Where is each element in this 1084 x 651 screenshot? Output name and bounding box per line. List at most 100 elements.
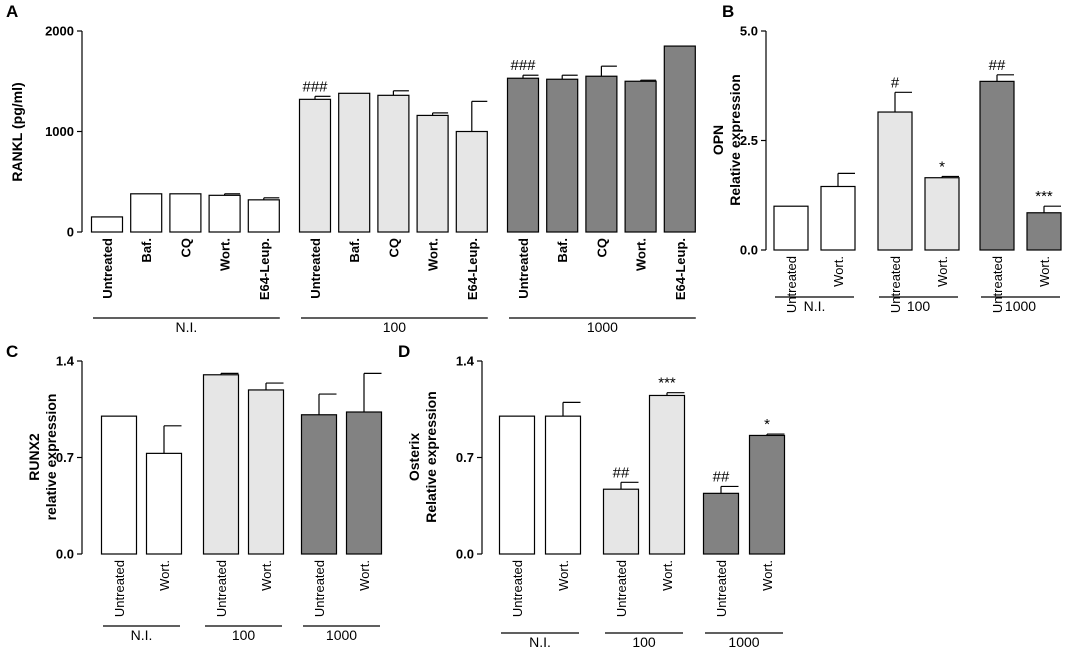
panel-b-category-label: Untreated bbox=[990, 256, 1005, 313]
panel-b-y-tick-label: 0.0 bbox=[740, 243, 758, 258]
panel-d-letter: D bbox=[398, 342, 410, 361]
panel-d-y-label: Relative expression bbox=[423, 391, 439, 523]
panel-a-bar bbox=[546, 78, 579, 233]
panel-a-bar bbox=[377, 94, 410, 233]
panel-c-y-label-top: RUNX2 bbox=[26, 433, 42, 481]
panel-c-y-label: relative expression bbox=[43, 394, 59, 521]
panel-b-letter: B bbox=[722, 2, 734, 21]
panel-c-y-tick-label: 0.7 bbox=[56, 450, 74, 465]
panel-d-bar bbox=[498, 415, 536, 555]
panel-d-category-label: Untreated bbox=[714, 560, 729, 617]
panel-c-group-label: 100 bbox=[232, 627, 256, 643]
panel-a-category-label: E64-Leup. bbox=[465, 238, 480, 300]
panel-a-bar bbox=[624, 80, 657, 233]
panel-b-significance-label: *** bbox=[1035, 188, 1053, 205]
panel-c-bar bbox=[345, 411, 383, 555]
panel-a-category-label: Wort. bbox=[218, 238, 233, 271]
panel-c-bar bbox=[202, 374, 240, 555]
panel-d-y-label-top: Osterix bbox=[406, 433, 422, 481]
panel-b-category-label: Wort. bbox=[1037, 256, 1052, 287]
panel-b-y-tick-label: 5.0 bbox=[740, 24, 758, 39]
panel-d-bar bbox=[648, 394, 686, 555]
panel-d-significance-label: ## bbox=[713, 468, 730, 485]
panel-a-category-label: Untreated bbox=[308, 238, 323, 299]
panel-d-y-tick-label: 0.0 bbox=[456, 547, 474, 562]
panel-c-category-label: Untreated bbox=[214, 560, 229, 617]
panel-a-significance-label: ### bbox=[510, 57, 536, 74]
panel-c-bar bbox=[247, 389, 285, 555]
panel-a-bar bbox=[455, 130, 488, 233]
panel-c-letter: C bbox=[6, 342, 18, 361]
panel-d-bar bbox=[702, 492, 740, 555]
panel-b-group-label: 1000 bbox=[1005, 298, 1036, 314]
panel-b-significance-label: * bbox=[939, 158, 945, 175]
panel-b-significance-label: ## bbox=[989, 57, 1006, 74]
panel-c-group-label: N.I. bbox=[131, 627, 153, 643]
panel-c-y-tick-label: 1.4 bbox=[56, 354, 75, 369]
panel-a-group-label: 1000 bbox=[587, 319, 618, 335]
panel-d-category-label: Untreated bbox=[614, 560, 629, 617]
panel-c-category-label: Untreated bbox=[312, 560, 327, 617]
panel-a-letter: A bbox=[6, 2, 18, 21]
panel-a-category-label: E64-Leup. bbox=[257, 238, 272, 300]
panel-d-significance-label: *** bbox=[658, 375, 676, 392]
panel-d-category-label: Untreated bbox=[510, 560, 525, 617]
panel-b-y-tick-label: 2.5 bbox=[740, 133, 758, 148]
panel-c-category-label: Wort. bbox=[259, 560, 274, 591]
panel-a-category-label: Untreated bbox=[516, 238, 531, 299]
panel-d-bar bbox=[748, 434, 786, 555]
panel-b-group-label: N.I. bbox=[804, 298, 826, 314]
panel-a-bar bbox=[90, 216, 124, 233]
panel-c-bar bbox=[300, 414, 338, 555]
panel-a-y-tick-label: 1000 bbox=[45, 124, 74, 139]
panel-a-group-label: N.I. bbox=[176, 319, 198, 335]
panel-a-bar bbox=[338, 92, 371, 233]
panel-b-y-label-top: OPN bbox=[710, 125, 726, 155]
panel-b-bar bbox=[924, 177, 960, 251]
panel-a-bar bbox=[130, 193, 163, 233]
panel-b-bar bbox=[820, 185, 856, 251]
panel-a-category-label: Untreated bbox=[100, 238, 115, 299]
panel-b-bar bbox=[1026, 212, 1062, 251]
panel-a-y-tick-label: 0 bbox=[67, 225, 74, 240]
panel-b-significance-label: # bbox=[891, 74, 900, 91]
panel-a-bar bbox=[208, 194, 241, 233]
panel-d-y-tick-label: 0.7 bbox=[456, 450, 474, 465]
panel-a-y-tick-label: 2000 bbox=[45, 24, 74, 39]
panel-d-group-label: 1000 bbox=[728, 634, 759, 650]
panel-a-category-label: Baf. bbox=[139, 238, 154, 263]
panel-b-y-label: Relative expression bbox=[727, 74, 743, 206]
panel-a-category-label: Wort. bbox=[634, 238, 649, 271]
panel-d-group-label: 100 bbox=[632, 634, 656, 650]
panel-a-y-label: RANKL (pg/ml) bbox=[9, 82, 25, 181]
panel-b-category-label: Untreated bbox=[888, 256, 903, 313]
panel-b-category-label: Wort. bbox=[935, 256, 950, 287]
panel-a-category-label: Wort. bbox=[426, 238, 441, 271]
panel-d-category-label: Wort. bbox=[760, 560, 775, 591]
panel-c-category-label: Wort. bbox=[157, 560, 172, 591]
panel-a-bar bbox=[506, 77, 540, 233]
panel-b-bar bbox=[877, 111, 913, 251]
panel-c-category-label: Wort. bbox=[357, 560, 372, 591]
panel-a-bar bbox=[663, 45, 696, 233]
panel-d-y-tick-label: 1.4 bbox=[456, 354, 475, 369]
panel-a-bar bbox=[585, 75, 618, 233]
panel-b-category-label: Wort. bbox=[831, 256, 846, 287]
panel-d-bar bbox=[544, 415, 582, 555]
panel-c-y-tick-label: 0.0 bbox=[56, 547, 74, 562]
panel-d-group-label: N.I. bbox=[529, 634, 551, 650]
panel-a-category-label: CQ bbox=[594, 238, 609, 258]
panel-d-category-label: Wort. bbox=[660, 560, 675, 591]
panel-d-significance-label: ## bbox=[613, 464, 630, 481]
panel-a-group-label: 100 bbox=[383, 319, 407, 335]
panel-c-bar bbox=[100, 415, 138, 555]
panel-a-bar bbox=[416, 114, 449, 233]
panel-b-category-label: Untreated bbox=[784, 256, 799, 313]
panel-a-significance-label: ### bbox=[302, 78, 328, 95]
panel-a-bar bbox=[247, 199, 280, 233]
panel-d-significance-label: * bbox=[764, 416, 770, 433]
panel-b-bar bbox=[979, 80, 1015, 251]
panel-a-category-label: CQ bbox=[386, 238, 401, 258]
panel-c-category-label: Untreated bbox=[112, 560, 127, 617]
